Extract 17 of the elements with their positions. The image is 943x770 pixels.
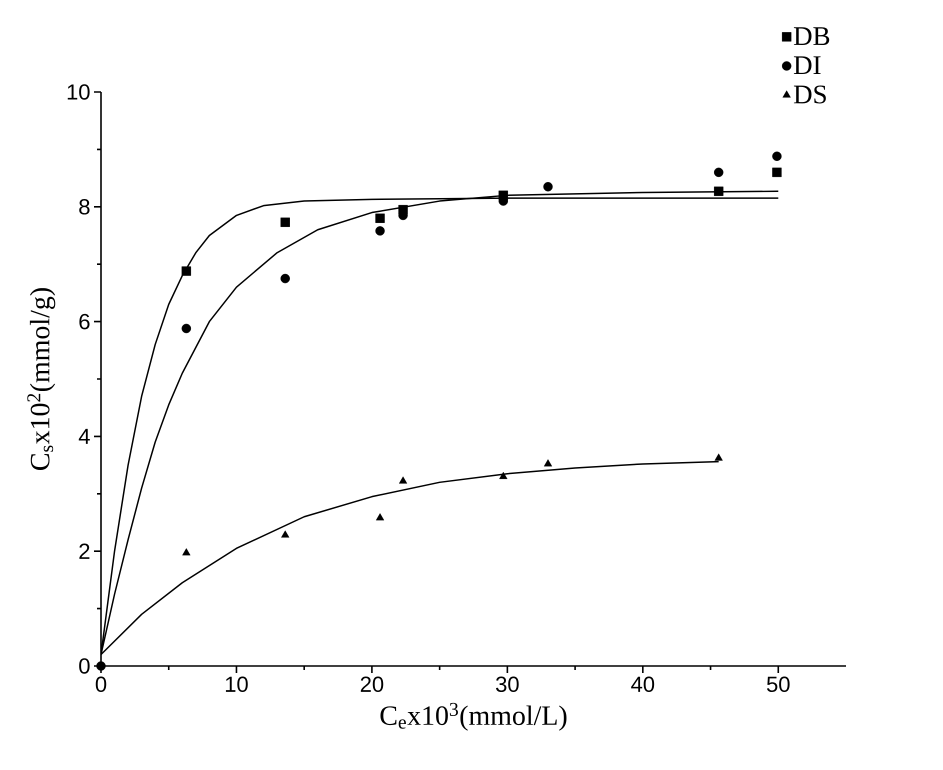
y-tick-label: 2 (79, 544, 90, 559)
x-tick-label: 30 (496, 676, 519, 692)
legend-label: DI (794, 56, 821, 74)
x-tick-label: 40 (631, 676, 654, 692)
y-tick-label: 4 (78, 428, 90, 444)
y-tick-label: 10 (68, 84, 90, 100)
y-tick-label: 0 (79, 658, 90, 674)
y-axis-title: C$_{s}$x10$^{2}$(mmol/g) (27, 288, 56, 470)
x-axis-title: C$_{e}$x10$^{3}$(mmol/L) (380, 702, 566, 731)
x-tick-label: 10 (226, 676, 248, 692)
legend-label: DB (794, 27, 830, 45)
x-tick-label: 50 (766, 676, 790, 692)
y-tick-label: 8 (79, 199, 90, 215)
y-tick-label: 6 (79, 314, 90, 330)
x-tick-label: 20 (360, 676, 384, 692)
x-tick-label: 0 (96, 676, 106, 692)
legend-label: DS (794, 85, 826, 104)
